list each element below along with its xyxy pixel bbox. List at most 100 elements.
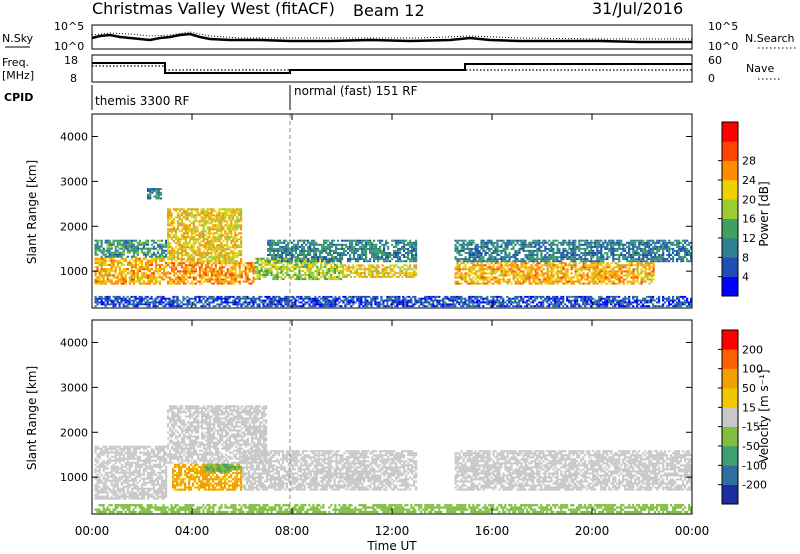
heatmap-cell [138,270,141,273]
heatmap-cell [144,239,147,242]
heatmap-cell [114,249,117,252]
heatmap-cell [572,282,575,285]
heatmap-cell [341,258,344,261]
heatmap-cell [220,280,223,283]
heatmap-cell [662,241,665,244]
heatmap-cell [520,262,523,265]
heatmap-cell [218,254,221,257]
heatmap-cell [620,264,623,267]
heatmap-cell [138,239,141,242]
heatmap-cell [558,262,561,265]
heatmap-cell [146,249,150,252]
heatmap-cell [198,238,201,241]
heatmap-cell [688,243,691,246]
heatmap-cell [252,305,255,308]
heatmap-cell [321,243,324,246]
heatmap-cell [492,249,495,252]
heatmap-cell [600,274,603,277]
heatmap-cell [381,249,384,252]
heatmap-cell [600,280,603,283]
heatmap-cell [138,259,141,262]
heatmap-cell [279,254,282,256]
heatmap-cell [690,254,693,256]
heatmap-cell [290,299,293,302]
heatmap-cell [345,276,349,278]
heatmap-cell [592,249,595,252]
heatmap-cell [474,272,477,275]
heatmap-cell [548,249,551,252]
heatmap-cell [188,270,192,273]
heatmap-cell [258,297,261,300]
heatmap-cell [248,278,251,281]
heatmap-cell [268,295,271,298]
heatmap-cell [480,239,483,242]
heatmap-cell [646,252,649,254]
heatmap-cell [305,239,308,242]
heatmap-cell [642,243,645,246]
heatmap-cell [230,278,233,281]
heatmap-cell [532,245,535,248]
heatmap-cell [212,234,215,237]
heatmap-cell [624,247,627,250]
heatmap-cell [180,276,184,279]
heatmap-cell [170,252,174,255]
heatmap-cell [303,256,306,259]
heatmap-cell [342,268,345,271]
heatmap-cell [600,249,603,252]
heatmap-cell [626,272,629,275]
heatmap-cell [212,228,215,231]
heatmap-cell [292,301,295,304]
heatmap-cell [277,247,280,250]
heatmap-cell [234,240,237,243]
heatmap-cell [315,254,318,256]
heatmap-cell [506,260,509,263]
heatmap-cell [319,249,322,252]
heatmap-cell [500,262,503,265]
heatmap-cell [200,230,203,233]
heatmap-cell [291,252,294,254]
heatmap-cell [676,241,679,244]
heatmap-cell [128,259,131,262]
heatmap-cell [192,246,195,249]
heatmap-cell [413,254,416,256]
heatmap-cell [405,276,408,278]
heatmap-cell [194,232,197,235]
heatmap-cell [114,276,117,279]
heatmap-cell [584,243,587,246]
heatmap-cell [192,256,195,259]
heatmap-cell [608,243,611,246]
heatmap-cell [369,260,372,263]
heatmap-cell [136,305,139,308]
heatmap-cell [365,258,368,261]
heatmap-cell [206,212,209,215]
heatmap-cell [168,299,171,302]
heatmap-cell [102,297,105,300]
heatmap-cell [254,270,257,272]
heatmap-cell [220,268,223,271]
heatmap-cell [240,240,243,243]
heatmap-cell [574,262,577,265]
heatmap-cell [210,238,213,241]
heatmap-cell [349,239,352,242]
heatmap-cell [377,256,380,259]
heatmap-cell [174,260,178,263]
heatmap-cell [564,249,567,252]
heatmap-cell [169,280,172,283]
heatmap-cell [534,243,537,246]
heatmap-cell [618,258,621,261]
heatmap-cell [150,272,154,275]
heatmap-cell [568,276,571,279]
heatmap-cell [276,265,279,268]
heatmap-cell [218,295,221,298]
heatmap-cell [558,280,561,283]
heatmap-cell [204,216,207,219]
heatmap-cell [638,243,641,246]
heatmap-cell [250,270,253,273]
heatmap-cell [116,299,119,302]
heatmap-cell [198,301,201,304]
heatmap-cell [486,268,489,271]
heatmap-cell [652,247,655,250]
heatmap-cell [349,270,353,273]
heatmap-cell [504,274,507,277]
heatmap-cell [550,272,553,275]
